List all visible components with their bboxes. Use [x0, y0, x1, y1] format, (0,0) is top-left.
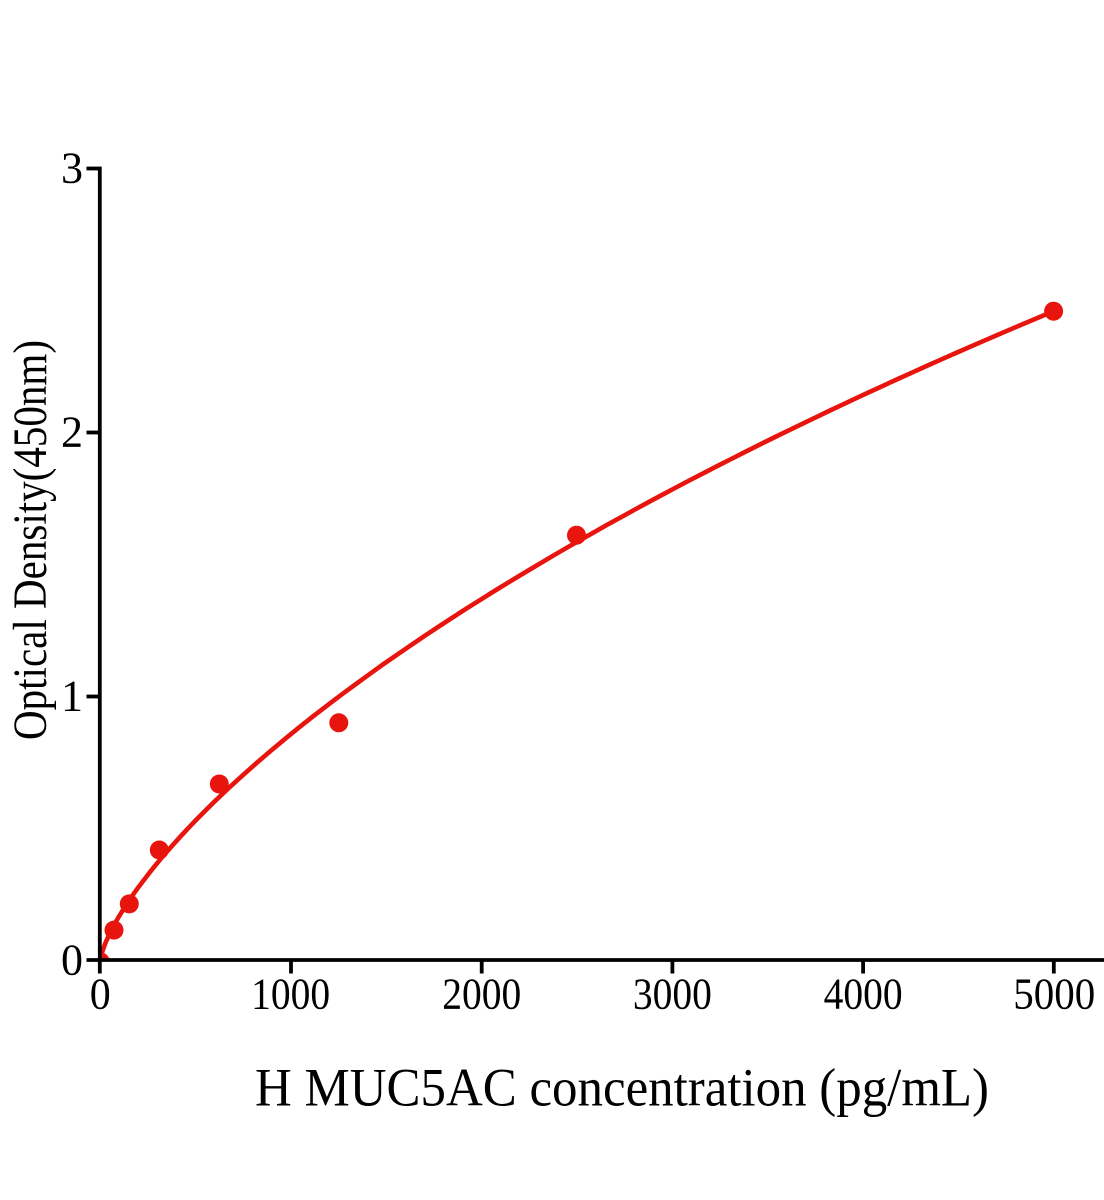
- svg-text:2: 2: [61, 407, 83, 456]
- svg-text:2000: 2000: [442, 969, 521, 1018]
- svg-text:5000: 5000: [1013, 969, 1095, 1018]
- svg-text:3000: 3000: [633, 969, 712, 1018]
- svg-text:4000: 4000: [824, 969, 903, 1018]
- svg-text:0: 0: [61, 935, 83, 984]
- svg-text:H MUC5AC concentration (pg/mL): H MUC5AC concentration (pg/mL): [255, 1058, 989, 1118]
- svg-text:Optical Density(450nm): Optical Density(450nm): [4, 340, 57, 740]
- svg-text:3: 3: [61, 143, 83, 192]
- svg-text:1000: 1000: [251, 969, 330, 1018]
- svg-text:0: 0: [90, 969, 111, 1018]
- svg-text:1: 1: [61, 671, 83, 720]
